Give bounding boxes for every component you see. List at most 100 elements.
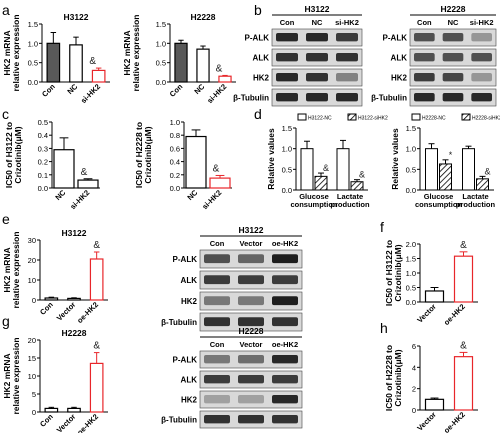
- bar-1: [196, 48, 210, 83]
- blot-column-label: oe-HK2: [272, 239, 298, 248]
- significance-mark: &: [359, 170, 365, 180]
- y-tick-label: 0.2: [170, 171, 180, 180]
- y-tick-label: 0.4: [38, 131, 48, 140]
- chart-title: H2228: [61, 328, 86, 338]
- blot-band: [238, 254, 264, 264]
- y-tick-label: 30: [28, 236, 36, 245]
- significance-mark: &: [323, 163, 329, 173]
- blot-band: [204, 317, 230, 327]
- bar-0: [46, 42, 61, 83]
- y-tick-label: 1.0: [170, 118, 180, 127]
- y-tick-label: 6: [412, 342, 416, 351]
- blot-row-label: HK2: [181, 395, 198, 404]
- blot-column-label: NC: [312, 18, 323, 27]
- y-tick-label: 2.0: [406, 240, 416, 249]
- blot-band: [442, 73, 464, 82]
- blot-band: [272, 317, 298, 327]
- blot-band: [238, 415, 264, 424]
- blot-band: [336, 93, 358, 102]
- blot-band: [272, 296, 298, 306]
- y-tick-label: 0.0: [156, 78, 166, 87]
- y-tick-label: 0.0: [406, 298, 416, 307]
- bar-H2228-NC: [425, 148, 438, 191]
- x-tick-label: Vector: [55, 300, 78, 323]
- chart-a-h3122: 0.0 0.5 1.0 1.5 Con NC & si-HK2 H3122 HK2 mRNA rel…: [2, 12, 110, 105]
- y-tick-label: 1.0: [28, 39, 38, 48]
- chart-h-ic50: 0 2 4 6 Vector & oe-HK2 IC50 of H2228 to Crizoti…: [384, 340, 478, 433]
- y-tick-label: 0.0: [38, 184, 48, 193]
- y-axis-label: HK2 mRNA: [122, 30, 132, 75]
- chart-c-h3122: 0.0 0.1 0.2 0.3 0.4 0.5 NC & si-HK2 IC50 of H3122…: [4, 118, 100, 211]
- group-label: consumption: [290, 200, 337, 209]
- y-tick-label: 4: [412, 363, 416, 372]
- y-tick-label: 5: [32, 390, 36, 399]
- x-tick-label: oe-HK2: [442, 410, 467, 433]
- blot-band: [204, 355, 230, 364]
- x-tick-label: si-HK2: [200, 188, 223, 211]
- bar-1: [67, 407, 81, 413]
- x-tick-label: Con: [38, 412, 55, 429]
- significance-mark: &: [484, 166, 490, 176]
- blot-band: [204, 415, 230, 424]
- bar-2: [218, 75, 232, 83]
- legend-swatch-si: [461, 113, 471, 121]
- panel-letter-h: h: [380, 320, 388, 336]
- y-tick-label: 1.5: [156, 20, 166, 29]
- y-tick-label: 15: [28, 354, 36, 363]
- bar-0: [53, 149, 75, 189]
- bar-0: [424, 290, 445, 303]
- panel-letter-b: b: [254, 2, 262, 18]
- y-tick-label: 1.5: [406, 255, 416, 264]
- blot-band: [272, 375, 298, 384]
- y-axis-label: Crizotinib(μM): [143, 126, 153, 183]
- significance-mark: &: [460, 240, 467, 251]
- blot-band: [276, 93, 298, 102]
- blot-band: [471, 53, 492, 62]
- x-tick-label: Vector: [55, 412, 78, 433]
- x-tick-label: NC: [65, 82, 79, 96]
- y-tick-label: 0.0: [406, 186, 416, 195]
- y-tick-label: 0.5: [406, 165, 416, 174]
- blot-row-label: β-Tubulin: [233, 93, 269, 102]
- significance-mark: *: [449, 150, 453, 160]
- y-tick-label: 0.1: [38, 171, 48, 180]
- blot-column-label: si-HK2: [335, 18, 359, 27]
- bar-0: [44, 297, 59, 301]
- y-tick-label: 0.5: [28, 59, 38, 68]
- blot-band: [204, 395, 230, 404]
- blot-band: [204, 296, 230, 306]
- bar-1: [209, 177, 231, 189]
- significance-mark: &: [81, 167, 88, 178]
- blot-band: [306, 53, 328, 62]
- bar-H2228-siHK2: [439, 163, 452, 191]
- y-tick-label: 0: [32, 408, 36, 417]
- panel-letter-f: f: [380, 219, 384, 235]
- bar-2: [89, 362, 104, 413]
- significance-mark: &: [216, 63, 223, 74]
- blot-band: [272, 395, 298, 404]
- blot-row-label: P-ALK: [245, 33, 270, 42]
- blot-band: [414, 93, 435, 102]
- group-label: production: [456, 200, 496, 209]
- blot-column-label: Con: [417, 18, 432, 27]
- blot-band: [471, 73, 492, 82]
- group-label: Lactate: [337, 192, 363, 201]
- blot-row-label: P-ALK: [173, 355, 198, 364]
- blot-column-label: Con: [280, 18, 295, 27]
- blot-band: [272, 355, 298, 364]
- blot-row-label: β-Tubulin: [161, 318, 197, 327]
- significance-mark: &: [89, 56, 96, 67]
- panel-letters: a b c d e f g h: [2, 2, 388, 336]
- blot-band: [306, 93, 328, 102]
- x-tick-label: Vector: [415, 410, 438, 433]
- blot-column-label: Vector: [240, 340, 263, 349]
- bar-0: [424, 398, 445, 411]
- blot-column-label: Con: [210, 239, 225, 248]
- chart-f-ic50: 0.0 0.5 1.0 1.5 2.0 Vector & oe-HK2 IC50 of H312…: [384, 240, 478, 327]
- blot-band: [238, 355, 264, 364]
- blot-band: [276, 33, 298, 42]
- blot-band: [442, 53, 464, 62]
- blot-title: H3122: [304, 4, 329, 14]
- y-axis-label: Crizotinib(μM): [393, 349, 403, 406]
- blot-column-label: oe-HK2: [272, 340, 298, 349]
